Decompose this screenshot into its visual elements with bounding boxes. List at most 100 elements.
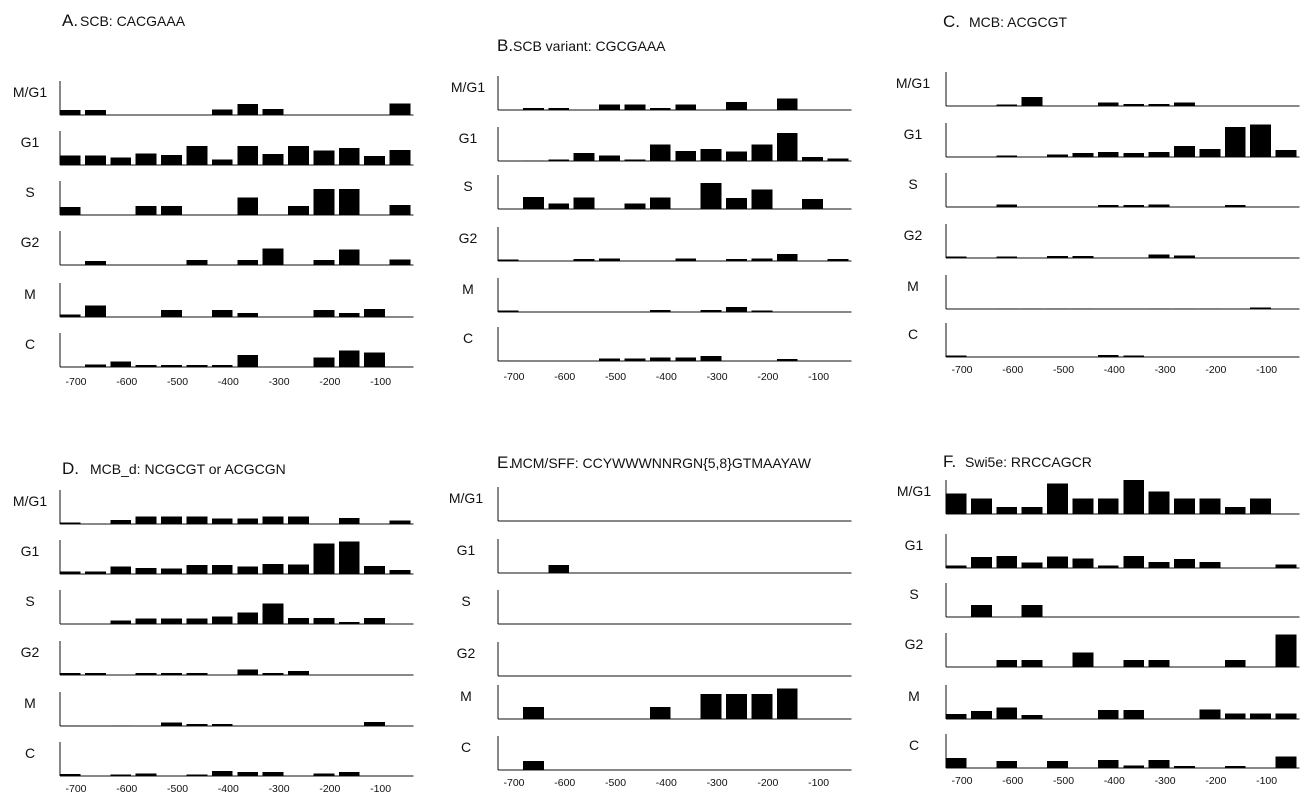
x-tick-label: -600 [554, 777, 575, 789]
bar-g1--250 [288, 564, 309, 574]
bar-m--300 [700, 693, 722, 719]
bar-g2--700 [945, 256, 967, 258]
x-tick-label: -200 [319, 783, 340, 795]
bar-c--400 [649, 357, 671, 361]
bar-s--600 [548, 203, 570, 209]
bar-g2--350 [1123, 660, 1145, 667]
bar-m-g1--200 [1199, 498, 1221, 514]
bar-c--100 [364, 352, 386, 367]
bar-g1--600 [110, 566, 132, 574]
bar-m-g1--700 [59, 110, 81, 115]
bar-g1--650 [84, 571, 106, 574]
bar-m--150 [1224, 713, 1246, 719]
x-tick-label: -100 [370, 376, 391, 388]
bar-g2--550 [573, 258, 595, 261]
bar-m-g1--350 [675, 104, 697, 110]
x-tick-label: -300 [269, 376, 290, 388]
x-tick-label: -100 [808, 371, 829, 383]
bar-c--500 [1047, 761, 1068, 768]
bar-g1--50 [827, 158, 849, 161]
row-label: C [463, 330, 473, 346]
bar-g2--250 [288, 670, 309, 675]
bar-g2--50 [1275, 634, 1297, 667]
bar-m--500 [161, 310, 182, 317]
bar-g2--50 [389, 259, 411, 265]
bar-g1--200 [313, 150, 335, 165]
bar-g2--350 [237, 260, 259, 265]
x-tick-label: -600 [116, 376, 137, 388]
bar-g1--500 [161, 154, 182, 165]
bar-s--400 [1097, 204, 1119, 207]
bar-g2--450 [186, 672, 208, 675]
bar-s--200 [751, 189, 773, 209]
x-tick-label: -400 [656, 777, 677, 789]
bar-m--50 [1275, 713, 1297, 719]
row-s: S [463, 175, 852, 210]
bar-c--150 [1224, 765, 1246, 768]
chart-panel-b: B. SCB variant: CGCGAAA M/G1 G1 S G2 M C -700 -60… [451, 36, 852, 383]
row-label: M [907, 278, 919, 294]
bar-m--100 [364, 721, 386, 726]
bar-m-g1--450 [624, 104, 646, 110]
bar-g2--300 [262, 248, 284, 265]
bar-g1--300 [1148, 152, 1170, 157]
row-g1: G1 [21, 131, 414, 166]
bar-s--550 [135, 206, 157, 215]
bar-g1--700 [59, 571, 81, 574]
bar-m--400 [1097, 710, 1119, 719]
x-tick-label: -700 [503, 777, 524, 789]
bar-c--350 [237, 354, 259, 367]
chart-panel-e: E.MCM/SFF: CCYWWWNNRGN{5,8}GTMAAYAW M/G1 G… [449, 453, 852, 789]
row-label: M/G1 [451, 79, 485, 95]
panel-letter: B. [497, 36, 513, 55]
row-m: M [462, 278, 852, 313]
bar-m-g1--500 [1047, 483, 1068, 514]
bar-g1--700 [945, 565, 967, 568]
bar-m-g1--450 [186, 516, 208, 524]
bar-m-g1--50 [389, 520, 411, 524]
x-tick-label: -500 [167, 783, 188, 795]
bar-c--500 [599, 358, 620, 361]
bar-s--300 [700, 183, 722, 209]
bar-g1--350 [1123, 555, 1145, 568]
row-m: M [908, 685, 1300, 720]
x-tick-label: -500 [167, 376, 188, 388]
x-tick-label: -700 [65, 376, 86, 388]
bar-m--400 [211, 310, 233, 317]
row-label: M/G1 [449, 490, 483, 506]
row-c: C [25, 333, 414, 368]
bar-g1--300 [262, 154, 284, 165]
bar-m-g1--550 [1021, 97, 1043, 106]
bar-m-g1--150 [338, 517, 360, 524]
x-tick-label: -400 [1104, 775, 1125, 787]
bar-s--50 [389, 204, 411, 215]
bar-g1--50 [389, 569, 411, 574]
bar-c--600 [996, 761, 1018, 768]
bar-m--200 [751, 693, 773, 719]
bar-g1--200 [751, 144, 773, 161]
bar-s--500 [161, 206, 182, 215]
x-tick-label: -500 [605, 371, 626, 383]
row-label: G1 [457, 542, 476, 558]
x-tick-label: -600 [1002, 775, 1023, 787]
row-label: M [24, 695, 36, 711]
bar-s--350 [237, 612, 259, 624]
bar-s--600 [110, 620, 132, 624]
bar-c--50 [1275, 756, 1297, 768]
row-label: M [908, 688, 920, 704]
bar-g1--50 [389, 150, 411, 165]
bar-g1--150 [776, 133, 798, 161]
x-tick-label: -400 [218, 376, 239, 388]
bar-s--400 [211, 616, 233, 624]
bar-m-g1--600 [996, 507, 1018, 514]
bar-g1--300 [700, 148, 722, 161]
bar-c--400 [1097, 354, 1119, 357]
bar-g1--400 [1097, 565, 1119, 568]
bar-m-g1--250 [1174, 498, 1195, 514]
bar-s--650 [970, 604, 992, 617]
chart-panel-f: F. Swi5e: RRCCAGCR M/G1 G1 S G2 M C -700 -600 -500… [897, 452, 1300, 787]
bar-g1--100 [1250, 124, 1272, 157]
bar-s--350 [237, 197, 259, 215]
bar-g1--450 [186, 565, 208, 574]
